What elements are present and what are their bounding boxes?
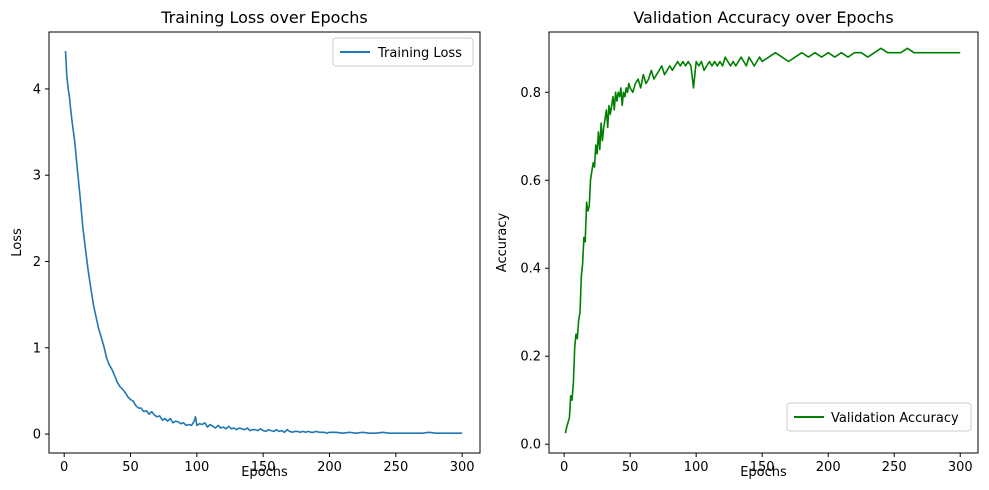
x-tick-label: 300	[948, 460, 973, 475]
y-tick-label: 0.8	[520, 86, 541, 101]
x-tick-label: 0	[60, 460, 68, 475]
x-tick-label: 0	[560, 460, 568, 475]
axis-ticks: 0 50 100 150 200 250 300 0.0 0.2 0.4 0.6 0.8	[520, 86, 972, 475]
validation-accuracy-chart: Validation Accuracy over Epochs 0 50 100 15…	[495, 8, 979, 480]
y-axis-label: Accuracy	[495, 213, 510, 273]
x-tick-label: 250	[882, 460, 907, 475]
chart-title: Training Loss over Epochs	[160, 8, 368, 27]
y-tick-label: 0.2	[520, 350, 541, 365]
y-tick-label: 1	[33, 341, 41, 356]
x-tick-label: 200	[317, 460, 342, 475]
x-tick-label: 100	[184, 460, 209, 475]
series-line-0	[564, 47, 961, 434]
chart-title: Validation Accuracy over Epochs	[633, 8, 893, 27]
y-axis-label: Loss	[10, 228, 25, 257]
y-tick-label: 0.0	[520, 438, 541, 453]
y-tick-label: 0.4	[520, 262, 541, 277]
y-tick-label: 0.6	[520, 174, 541, 189]
x-tick-label: 100	[684, 460, 709, 475]
x-axis-label: Epochs	[241, 465, 288, 480]
x-axis-label: Epochs	[740, 465, 787, 480]
y-tick-label: 3	[33, 169, 41, 184]
x-tick-label: 150	[750, 460, 775, 475]
legend-label: Validation Accuracy	[831, 411, 959, 426]
series-line-0	[64, 50, 463, 435]
axes-frame	[548, 31, 979, 454]
legend-box	[332, 37, 474, 67]
axes-frame	[48, 31, 481, 454]
legend-box	[786, 402, 972, 432]
y-tick-label: 0	[33, 428, 41, 443]
legend: Validation Accuracy	[786, 402, 972, 432]
y-tick-label: 2	[33, 255, 41, 270]
x-tick-label: 50	[622, 460, 639, 475]
training-loss-chart: Training Loss over Epochs 0 50 100 150 200 25…	[10, 8, 481, 480]
x-tick-label: 150	[251, 460, 276, 475]
legend: Training Loss	[332, 37, 474, 67]
y-tick-label: 4	[33, 82, 41, 97]
plot-area	[564, 47, 961, 434]
x-tick-label: 50	[122, 460, 139, 475]
x-tick-label: 250	[383, 460, 408, 475]
x-tick-label: 300	[450, 460, 475, 475]
axis-ticks: 0 50 100 150 200 250 300 0 1 2 3 4	[33, 82, 475, 475]
x-tick-label: 200	[816, 460, 841, 475]
legend-label: Training Loss	[377, 46, 462, 61]
plot-area	[64, 50, 463, 435]
